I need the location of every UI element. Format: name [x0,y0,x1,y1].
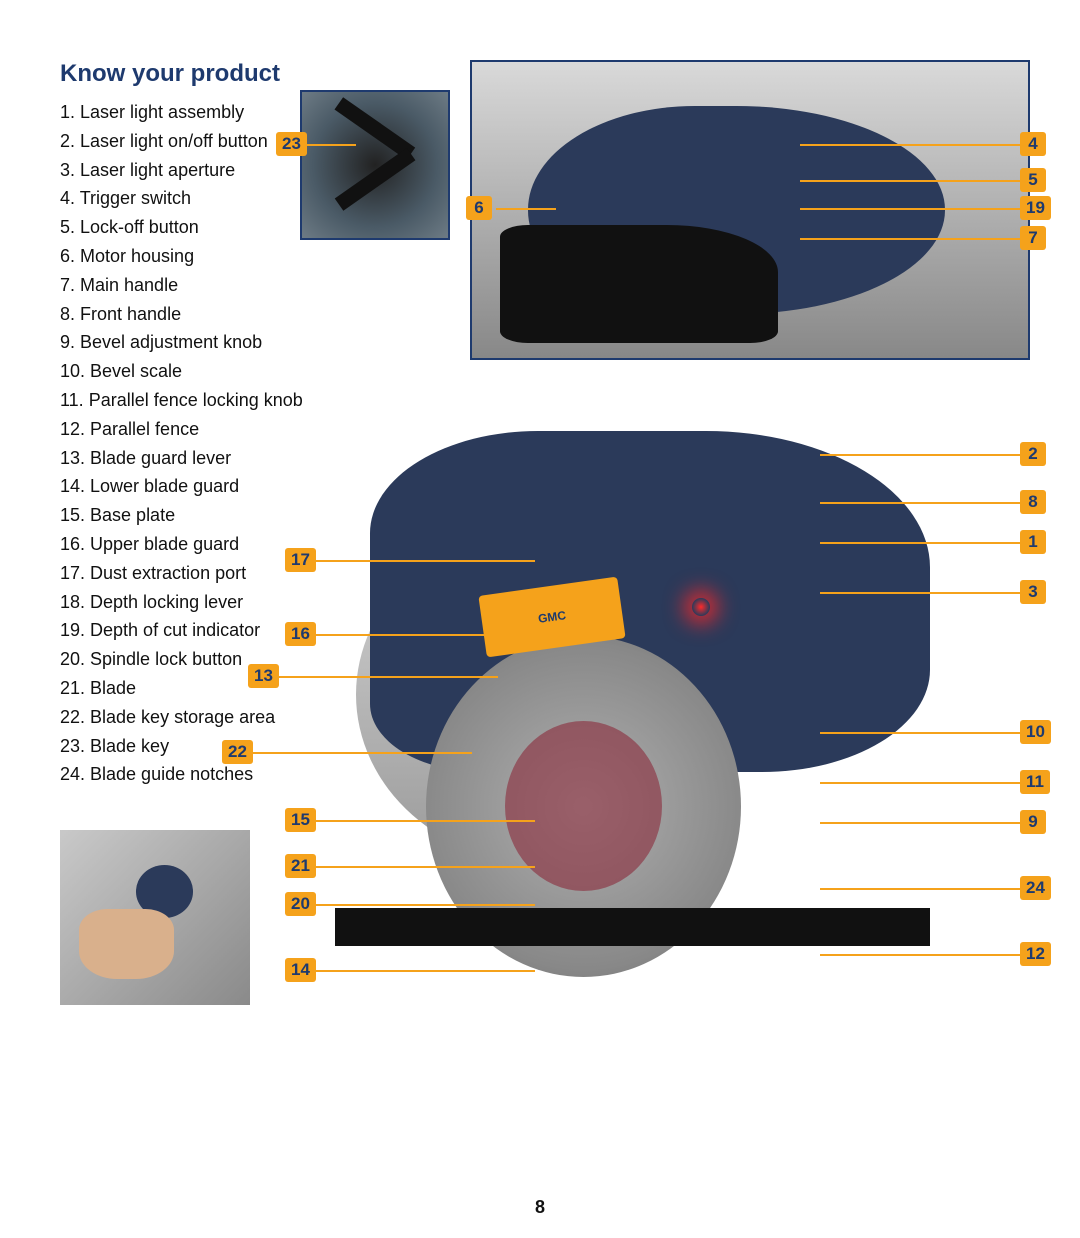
blade-key-illustration [302,92,448,238]
callout-badge: 13 [248,664,279,688]
callout-badge: 9 [1020,810,1046,834]
leader-line [315,560,535,562]
leader-line [820,542,1020,544]
manual-page: Know your product 1. Laser light assembl… [0,0,1080,1238]
leader-line [800,208,1020,210]
parts-list-item: 10. Bevel scale [60,357,1030,386]
callout-badge: 14 [285,958,316,982]
callout-badge: 21 [285,854,316,878]
leader-line [315,970,535,972]
leader-line [315,634,535,636]
page-number: 8 [0,1197,1080,1218]
callout-badge: 24 [1020,876,1051,900]
leader-line [252,752,472,754]
callout-badge: 19 [1020,196,1051,220]
leader-line [820,732,1020,734]
callout-badge: 8 [1020,490,1046,514]
image-saw-main: GMC [300,400,1000,1020]
saw-rear-illustration [472,62,1028,358]
callout-badge: 22 [222,740,253,764]
leader-line [800,238,1020,240]
callout-badge: 23 [276,132,307,156]
leader-line [315,820,535,822]
callout-badge: 7 [1020,226,1046,250]
callout-badge: 16 [285,622,316,646]
callout-badge: 3 [1020,580,1046,604]
leader-line [820,954,1020,956]
callout-badge: 11 [1020,770,1050,794]
leader-line [278,676,498,678]
image-blade-key [300,90,450,240]
callout-badge: 15 [285,808,316,832]
leader-line [800,180,1020,182]
leader-line [820,592,1020,594]
callout-badge: 4 [1020,132,1046,156]
callout-badge: 2 [1020,442,1046,466]
callout-badge: 1 [1020,530,1046,554]
leader-line [820,454,1020,456]
base-plate-shape [335,908,930,945]
callout-badge: 17 [285,548,316,572]
callout-badge: 6 [466,196,492,220]
image-spindle-lock [60,830,250,1005]
callout-badge: 12 [1020,942,1051,966]
leader-line [820,782,1020,784]
leader-line [800,144,1020,146]
callout-badge: 10 [1020,720,1051,744]
leader-line [820,822,1020,824]
leader-line [496,208,556,210]
leader-line [820,502,1020,504]
leader-line [306,144,356,146]
spindle-lock-illustration [60,830,250,1005]
callout-badge: 20 [285,892,316,916]
leader-line [820,888,1020,890]
image-saw-rear [470,60,1030,360]
callout-badge: 5 [1020,168,1046,192]
leader-line [315,866,535,868]
leader-line [315,904,535,906]
